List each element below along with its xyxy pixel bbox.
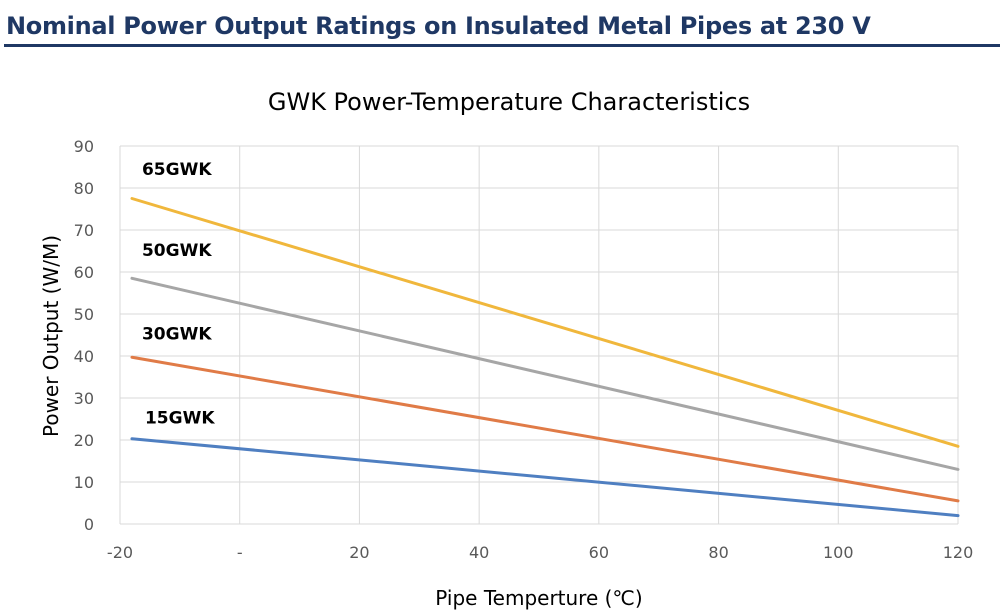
y-tick-label: 60 <box>74 263 94 282</box>
x-tick-label: 120 <box>943 543 974 562</box>
x-tick-label: 20 <box>349 543 369 562</box>
y-tick-label: 80 <box>74 179 94 198</box>
series-label-30gwk: 30GWK <box>142 325 212 345</box>
y-tick-label: 30 <box>74 389 94 408</box>
x-axis-label: Pipe Temperture (℃) <box>435 586 642 610</box>
series-label-15gwk: 15GWK <box>145 408 215 428</box>
power-temperature-chart: GWK Power-Temperature Characteristics 0 1… <box>39 88 974 610</box>
series-label-50gwk: 50GWK <box>142 241 212 261</box>
chart-title: GWK Power-Temperature Characteristics <box>268 88 750 116</box>
x-tick-label: 80 <box>708 543 728 562</box>
title-rule <box>4 44 1000 47</box>
y-tick-label: 20 <box>74 431 94 450</box>
y-tick-label: 70 <box>74 221 94 240</box>
x-tick-label: - <box>237 543 243 562</box>
x-tick-label: 100 <box>823 543 854 562</box>
grid-layer <box>119 145 959 525</box>
y-tick-label: 50 <box>74 305 94 324</box>
series-line-30gwk <box>130 355 960 503</box>
series-label-65gwk: 65GWK <box>142 160 212 180</box>
label-layer: 65GWK 50GWK 30GWK 15GWK <box>142 160 215 428</box>
series-line-15gwk <box>130 437 960 518</box>
x-tick-label: -20 <box>107 543 133 562</box>
series-layer <box>130 197 960 518</box>
x-tick-label: 60 <box>589 543 609 562</box>
y-tick-label: 40 <box>74 347 94 366</box>
series-line-65gwk <box>130 197 960 448</box>
y-axis-label: Power Output (W/M) <box>39 235 63 437</box>
y-tick-label: 90 <box>74 137 94 156</box>
y-tick-label: 0 <box>84 515 94 534</box>
page-header: Nominal Power Output Ratings on Insulate… <box>0 0 1000 50</box>
y-tick-label: 10 <box>74 473 94 492</box>
x-tick-label: 40 <box>469 543 489 562</box>
series-line-50gwk <box>130 276 960 471</box>
page-title: Nominal Power Output Ratings on Insulate… <box>6 12 871 40</box>
